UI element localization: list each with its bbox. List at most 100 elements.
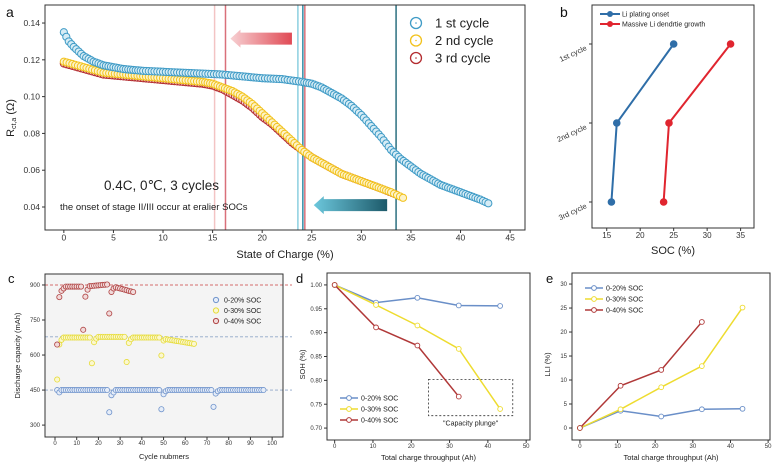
x-tick-label: 25 [307, 233, 317, 243]
legend-label: Massive Li dendrtie growth [622, 22, 705, 29]
data-point [106, 310, 113, 317]
data-point [497, 303, 503, 309]
y-tick-label: 25 [560, 306, 567, 312]
arrow-left-icon [230, 29, 292, 48]
series-2-nd-cycle [59, 57, 408, 202]
data-point [156, 334, 163, 341]
x-tick-label: 80 [225, 441, 232, 447]
y-tick-label: 750 [30, 318, 41, 324]
x-tick-label: 45 [505, 233, 515, 243]
data-point [208, 387, 215, 394]
x-tick-label: 70 [204, 441, 211, 447]
legend-marker [607, 21, 613, 27]
legend-label: 3 rd cycle [435, 51, 491, 66]
panel-b: b 15 20 25 30 35 1st cycle 2nd cycle 3rd cycle SO… [556, 4, 755, 257]
y-tick-label: 0.14 [23, 18, 40, 28]
y-axis-label: SOH (%) [298, 349, 307, 380]
data-point [699, 406, 705, 413]
data-point [414, 294, 421, 301]
x-tick-label: 25 [669, 231, 678, 240]
data-point [455, 346, 462, 352]
data-point [82, 293, 89, 300]
x-tick-label: 90 [247, 441, 254, 447]
data-point [612, 119, 621, 127]
data-point [398, 193, 408, 202]
legend-marker [346, 395, 352, 401]
data-point [669, 40, 678, 48]
x-tick-label: 0 [578, 444, 582, 450]
data-point [158, 406, 165, 413]
data-point [665, 119, 673, 127]
legend-marker [212, 307, 220, 314]
data-point [658, 384, 665, 391]
x-tick-label: 40 [485, 444, 492, 450]
legend-label: 2 nd cycle [435, 33, 494, 48]
y-label-sub: ct,a [11, 118, 18, 129]
legend-label: 1 st cycle [435, 16, 489, 31]
legend-label: 0-30% SOC [606, 297, 643, 304]
panel-label: d [296, 271, 303, 286]
legend-marker [591, 307, 597, 313]
x-tick-label: 30 [357, 233, 367, 243]
legend-label: 0-40% SOC [606, 308, 643, 315]
x-tick-label: 60 [182, 441, 189, 447]
panel-label: a [6, 4, 14, 20]
y-tick-label: 0.85 [310, 355, 322, 361]
y-tick-label: 0.75 [310, 402, 322, 408]
x-tick-label: 30 [689, 444, 696, 450]
x-tick-label: 35 [736, 231, 745, 240]
data-point [497, 406, 503, 412]
data-point [80, 326, 87, 333]
data-point [54, 341, 61, 348]
x-tick-label: 0 [53, 441, 57, 447]
data-point [121, 333, 128, 340]
legend-label: 0-20% SOC [606, 286, 643, 293]
legend-marker-dot [415, 57, 417, 59]
data-point [658, 367, 665, 373]
legend-label: Li plating onset [622, 12, 669, 19]
data-point [190, 340, 197, 347]
x-tick-label: 50 [160, 441, 167, 447]
legend-label: 0-40% SOC [361, 418, 398, 425]
panel-a: a 0 5 10 15 20 25 30 35 40 45 0.04 0.06 0.08 0.10 0.12 0… [5, 4, 526, 261]
y-tick-label: 0.80 [310, 378, 322, 384]
data-point [86, 334, 93, 341]
y-tick-label: 0.10 [23, 92, 40, 102]
legend-marker [346, 406, 352, 412]
data-point [739, 405, 746, 412]
y-tick-label: 600 [30, 353, 41, 359]
x-tick-label: 10 [73, 441, 80, 447]
y-tick-label: 0 [564, 426, 568, 432]
y-label-unit: (Ω) [5, 99, 17, 118]
data-point [607, 198, 616, 206]
data-point [414, 342, 421, 349]
x-tick-label: 15 [208, 233, 218, 243]
x-axis-label: Total charge throughput (Ah) [623, 453, 719, 462]
x-tick-label: 0 [333, 444, 337, 450]
data-point [78, 283, 85, 290]
data-point [484, 199, 493, 208]
legend-marker-dot [415, 39, 417, 42]
x-tick-label: 20 [408, 444, 415, 450]
panel-label: b [560, 4, 568, 20]
y-tick-label: 0.95 [310, 307, 322, 313]
x-tick-label: 50 [765, 444, 772, 450]
data-point [104, 387, 111, 394]
data-point [414, 322, 421, 329]
y-category-label: 2nd cycle [556, 122, 589, 144]
x-tick-label: 0 [61, 233, 66, 243]
data-point [699, 319, 705, 325]
x-tick-label: 35 [406, 233, 416, 243]
data-point [617, 382, 624, 389]
x-tick-label: 15 [602, 231, 611, 240]
y-category-label: 3rd cycle [557, 201, 588, 222]
x-tick-label: 50 [523, 444, 530, 450]
data-point [123, 359, 130, 366]
legend-marker [591, 285, 597, 291]
data-point [156, 387, 163, 394]
y-axis-label: LLI (%) [543, 352, 552, 377]
panel-label: e [546, 271, 553, 286]
legend-marker-dot [415, 22, 417, 24]
data-point [577, 425, 583, 431]
